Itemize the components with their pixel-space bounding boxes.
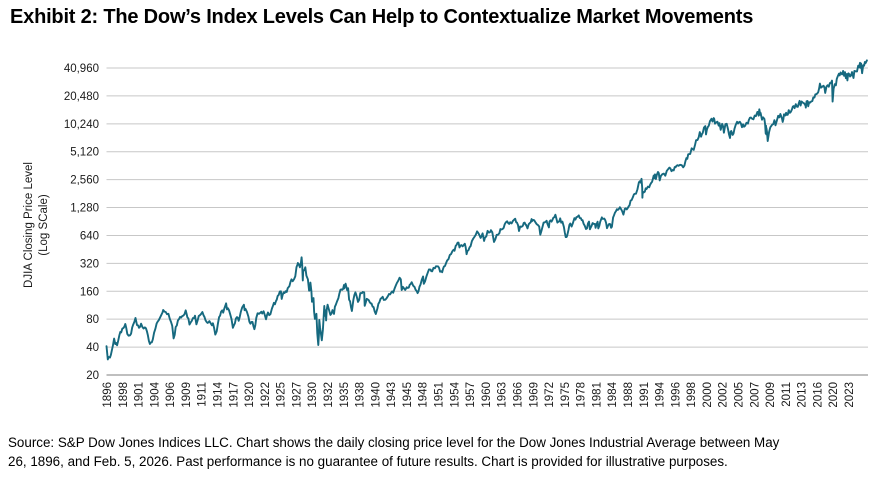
x-axis-tick-label: 1943 [386,382,398,408]
x-axis-tick-label: 1966 [512,382,524,408]
x-axis-tick-label: 1904 [149,381,161,407]
x-axis-tick-label: 1984 [607,381,619,407]
x-axis-tick-label: 1978 [576,382,588,408]
x-axis-tick-label: 1969 [528,382,540,408]
y-axis-tick-label: 20,480 [64,91,99,103]
y-axis-tick-label: 80 [86,314,99,326]
x-axis-tick-label: 1901 [134,382,146,408]
x-axis-tick-label: 1951 [434,382,446,408]
x-axis-tick-label: 2000 [702,382,714,408]
y-axis-tick-label: 640 [80,230,99,242]
x-axis-tick-label: 1975 [560,382,572,408]
y-axis-tick-label: 40 [86,342,99,354]
x-axis-tick-label: 2007 [749,382,761,408]
x-axis-tick-label: 2023 [844,382,856,408]
x-axis-tick-label: 1935 [339,382,351,408]
source-line-2: 26, 1896, and Feb. 5, 2026. Past perform… [8,453,728,469]
x-axis-tick-label: 1909 [181,382,193,408]
x-axis-tick-label: 1998 [686,382,698,408]
y-axis-tick-label: 40,960 [64,63,99,75]
x-axis-tick-label: 1925 [276,382,288,408]
x-axis-tick-label: 1922 [260,382,272,408]
y-axis-tick-label: 5,120 [70,147,99,159]
x-axis-tick-label: 2009 [765,382,777,408]
source-line-1: Source: S&P Dow Jones Indices LLC. Chart… [8,435,780,450]
x-axis-tick-label: 1981 [591,382,603,408]
x-axis-tick-label: 1917 [228,382,240,408]
x-axis-tick-label: 1963 [497,382,509,408]
source-note: Source: S&P Dow Jones Indices LLC. Chart… [8,434,779,471]
y-axis-tick-label: 2,560 [70,175,99,187]
x-axis-tick-label: 1960 [481,382,493,408]
x-axis-tick-label: 1940 [370,382,382,408]
y-axis-tick-label: 320 [80,258,99,270]
x-axis-tick-label: 1938 [355,382,367,408]
x-axis-tick-label: 2020 [828,382,840,408]
exhibit-title: Exhibit 2: The Dow’s Index Levels Can He… [10,6,754,28]
x-axis-tick-label: 1988 [623,382,635,408]
y-axis-tick-label: 10,240 [64,119,99,131]
x-axis-tick-label: 2005 [733,382,745,408]
x-axis-tick-label: 1932 [323,382,335,408]
y-axis-title: DJIA Closing Price Level (Log SCale) [22,95,52,355]
x-axis-tick-label: 1920 [244,382,256,408]
x-axis-tick-label: 1945 [402,382,414,408]
y-axis-tick-label: 160 [80,286,99,298]
x-axis-tick-label: 2016 [812,382,824,408]
x-axis-tick-label: 1898 [118,382,130,408]
x-axis-tick-label: 1914 [213,381,225,407]
x-axis-tick-label: 1911 [197,382,209,407]
y-axis-tick-label: 20 [86,370,99,382]
djia-price-line [105,59,868,361]
x-axis-tick-label: 2011 [781,382,793,407]
x-axis-tick-label: 1991 [639,382,651,408]
x-axis-tick-label: 1927 [291,382,303,408]
y-axis-title-line2: (Log SCale) [38,194,50,256]
x-axis-tick-label: 1930 [307,382,319,408]
x-axis-tick-label: 1994 [655,381,667,407]
x-axis-tick-label: 1957 [465,382,477,408]
x-axis-tick-label: 1906 [165,382,177,408]
x-axis-tick-label: 1896 [102,382,114,408]
y-axis-title-line1: DJIA Closing Price Level [23,162,35,288]
x-axis-tick-label: 1972 [544,382,556,408]
y-axis-tick-label: 1,280 [70,203,99,215]
x-axis-tick-label: 1996 [670,382,682,408]
x-axis-tick-label: 2013 [797,382,809,408]
x-axis-tick-label: 2002 [718,382,730,408]
x-axis-tick-label: 1948 [418,382,430,408]
x-axis-tick-label: 1954 [449,381,461,407]
